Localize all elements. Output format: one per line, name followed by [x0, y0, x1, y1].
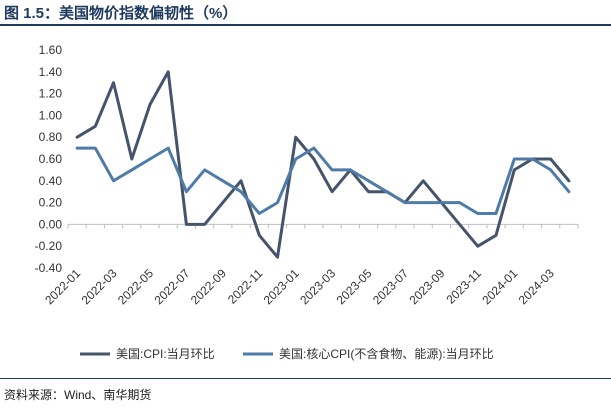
y-tick-label: -0.20 — [35, 239, 63, 253]
y-tick-label: 1.00 — [39, 108, 63, 122]
y-tick-label: 0.80 — [39, 130, 63, 144]
line-chart: 1.60 1.40 1.20 1.00 0.80 0.60 0.40 0.20 0.00 -0.2… — [35, 43, 579, 361]
source-divider — [0, 378, 611, 379]
x-tick-label: 2024-01 — [479, 266, 520, 307]
source-note: 资料来源：Wind、南华期货 — [4, 388, 152, 402]
x-tick-label: 2022-05 — [115, 266, 156, 307]
x-tick-label: 2024-03 — [516, 266, 557, 307]
y-tick-label: 0.60 — [39, 152, 63, 166]
y-tick-label: 1.40 — [39, 65, 63, 79]
x-tick-label: 2023-03 — [297, 266, 338, 307]
y-tick-label: 0.40 — [39, 174, 63, 188]
figure-title-bar: 图 1.5：美国物价指数偏韧性（%） — [0, 0, 611, 26]
legend-label-core-cpi: 美国:核心CPI(不含食物、能源):当月环比 — [279, 346, 494, 361]
x-tick-label: 2022-11 — [225, 266, 266, 307]
series-line-cpi — [75, 70, 571, 259]
y-tick-label: 1.20 — [39, 87, 63, 101]
x-tick-label: 2022-09 — [188, 266, 229, 307]
x-tick-label: 2023-07 — [370, 266, 411, 307]
legend-label-cpi: 美国:CPI:当月环比 — [116, 347, 215, 361]
x-tick-label: 2023-11 — [444, 266, 485, 307]
y-tick-label: 1.60 — [39, 43, 63, 57]
title-divider — [0, 24, 611, 26]
x-tick-label: 2023-09 — [406, 266, 447, 307]
series-line-core-cpi — [75, 146, 571, 215]
x-tick-label: 2022-03 — [79, 266, 120, 307]
x-tick-label: 2023-01 — [261, 266, 302, 307]
y-tick-label: 0.20 — [39, 196, 63, 210]
x-tick-label: 2022-07 — [151, 266, 192, 307]
figure-title: 图 1.5：美国物价指数偏韧性（%） — [4, 5, 238, 22]
y-tick-label: 0.00 — [39, 217, 63, 231]
y-tick-label: -0.40 — [35, 261, 63, 275]
x-tick-label: 2023-05 — [334, 266, 375, 307]
